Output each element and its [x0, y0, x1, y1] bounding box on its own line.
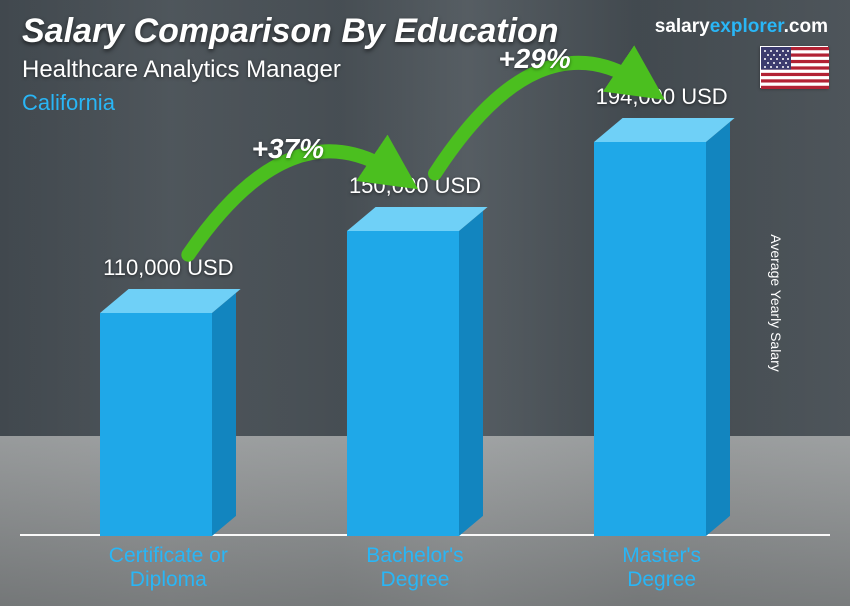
chart-area: 110,000 USDCertificate or Diploma150,000… — [45, 130, 785, 536]
brand-suffix: .com — [784, 16, 828, 37]
bar-category-label: Bachelor's Degree — [366, 544, 463, 592]
increase-arc — [45, 130, 785, 536]
increase-pct-label: +29% — [498, 43, 570, 75]
brand-word: explorer — [710, 16, 784, 37]
chart-region: California — [22, 90, 115, 116]
flag-icon — [760, 46, 828, 88]
flag-usa-svg — [761, 47, 829, 89]
bar-value-label: 194,000 USD — [596, 84, 728, 110]
chart-subtitle: Healthcare Analytics Manager — [22, 56, 341, 84]
bar-category-label: Master's Degree — [622, 544, 701, 592]
bar-category-label: Certificate or Diploma — [109, 544, 228, 592]
chart-canvas: Salary Comparison By Education Healthcar… — [0, 0, 850, 606]
chart-title: Salary Comparison By Education — [22, 12, 559, 51]
brand-logo-text: salaryexplorer.com — [655, 16, 828, 38]
brand-prefix: salary — [655, 16, 710, 37]
